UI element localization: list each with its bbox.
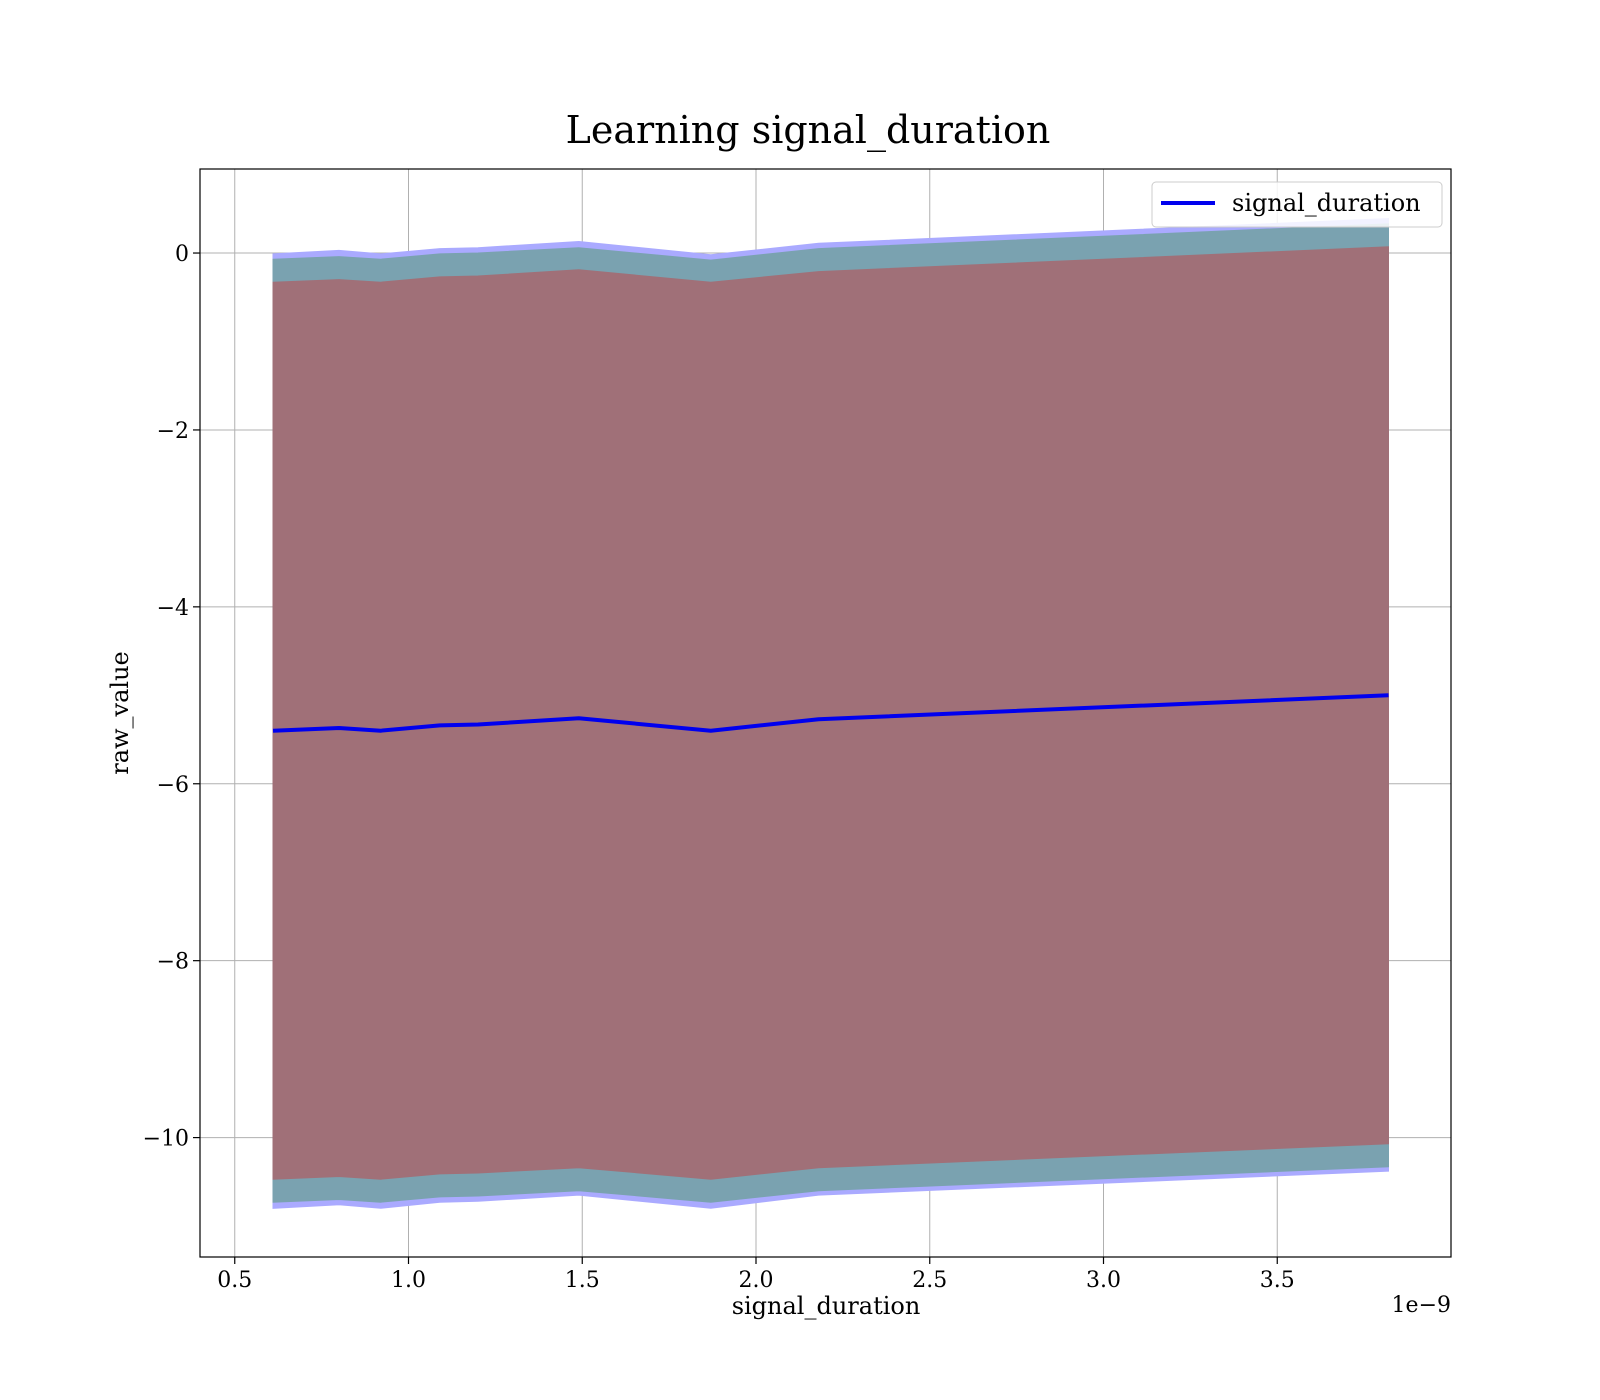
series-lines: [272, 693, 1389, 733]
axis-ticks: 0.5 1.0 1.5 2.0 2.5 3.0 3.5 0 −2 −4 −6 −8 −10: [143, 242, 1295, 1293]
y-axis-label: raw_value: [106, 651, 134, 775]
x-tick-label: 0.5: [217, 1268, 252, 1293]
plot-frame: [199, 168, 1452, 1258]
y-tick-label: −6: [157, 773, 189, 798]
confidence-bands: [272, 217, 1389, 1209]
legend-box: [1151, 181, 1443, 228]
legend-label-signal-duration: signal_duration: [1232, 189, 1421, 217]
y-tick-label: −8: [157, 950, 189, 975]
x-tick-label: 3.0: [1086, 1268, 1121, 1293]
series-line-signal-duration: [272, 693, 1389, 733]
x-tick-label: 1.0: [391, 1268, 426, 1293]
x-axis-label: signal_duration: [732, 1292, 921, 1320]
x-axis-offset-label: 1e−9: [1392, 1293, 1451, 1318]
chart-title: Learning signal_duration: [566, 108, 1051, 153]
y-tick-label: 0: [175, 242, 189, 267]
x-tick-label: 1.5: [565, 1268, 600, 1293]
y-tick-label: −10: [143, 1127, 189, 1152]
x-tick-label: 2.5: [912, 1268, 947, 1293]
confidence-band-3: [272, 246, 1389, 1180]
legend: signal_duration: [1151, 181, 1443, 228]
y-tick-label: −4: [157, 596, 189, 621]
x-tick-label: 2.0: [739, 1268, 774, 1293]
y-tick-label: −2: [157, 419, 189, 444]
x-tick-label: 3.5: [1260, 1268, 1295, 1293]
